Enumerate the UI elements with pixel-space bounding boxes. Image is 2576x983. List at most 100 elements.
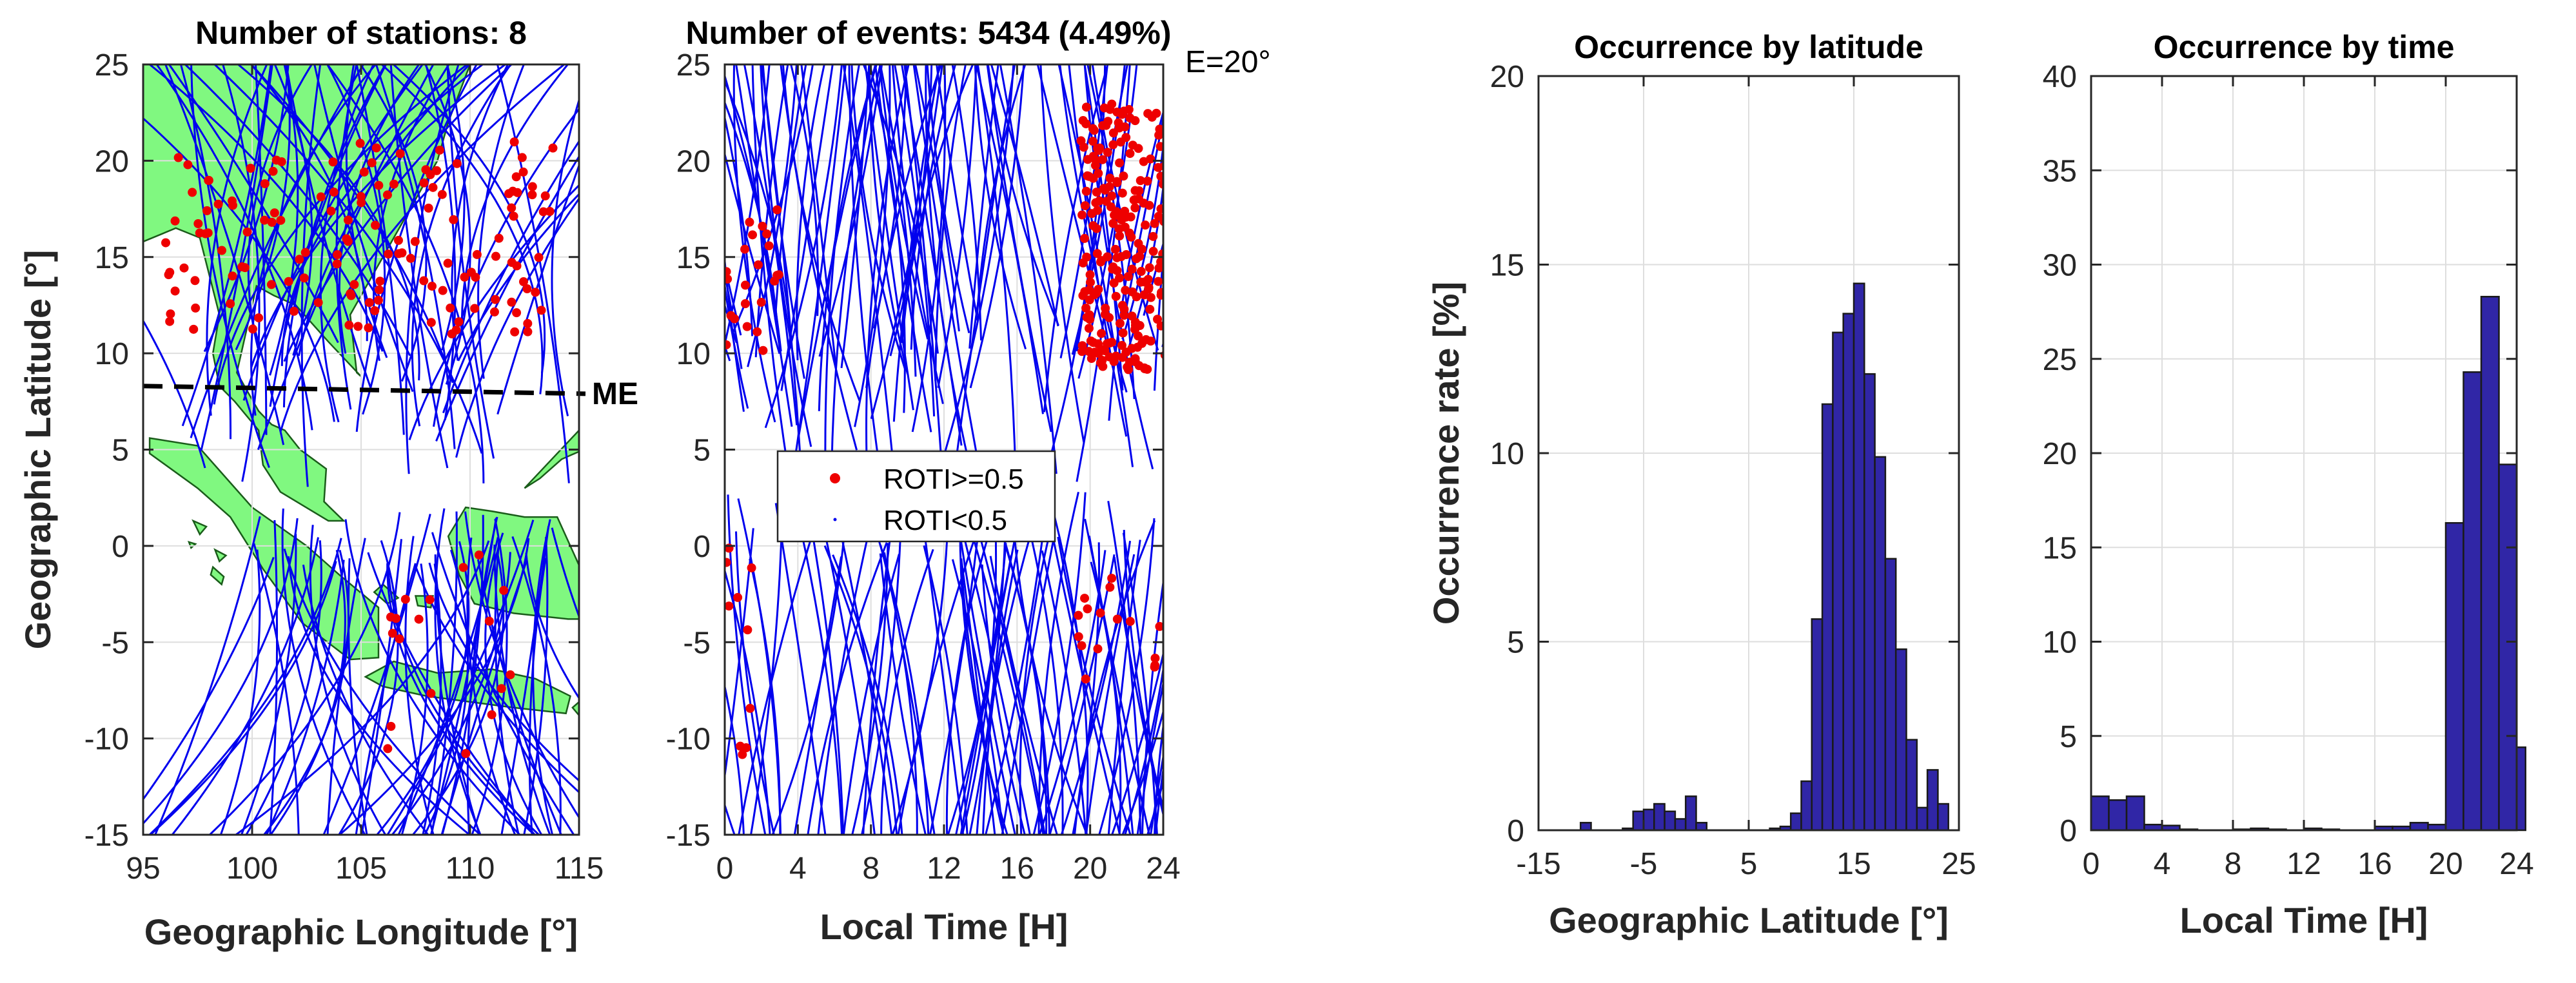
roti-event <box>170 216 180 226</box>
satellite-track <box>1113 556 1163 819</box>
satellite-track <box>1048 554 1116 835</box>
roti-event <box>1107 574 1117 583</box>
satellite-track <box>269 64 299 376</box>
roti-event <box>756 297 766 307</box>
satellite-track <box>326 538 366 835</box>
roti-event <box>371 220 380 230</box>
satellite-track <box>951 64 982 341</box>
roti-event <box>1083 155 1092 164</box>
histogram-bar <box>1821 403 1834 832</box>
roti-event <box>1117 110 1127 119</box>
roti-event <box>395 149 405 159</box>
roti-event <box>1112 178 1122 188</box>
roti-event <box>1081 186 1091 196</box>
roti-event <box>509 211 518 221</box>
satellite-track <box>823 545 898 835</box>
roti-event <box>446 303 455 313</box>
roti-event <box>1088 137 1098 146</box>
satellite-track <box>282 64 387 407</box>
x-tick-label: 12 <box>927 852 961 886</box>
roti-event <box>1079 142 1088 152</box>
roti-event <box>494 233 504 243</box>
roti-event <box>1117 209 1127 219</box>
roti-event <box>426 318 436 327</box>
satellite-track <box>337 540 399 835</box>
roti-event <box>165 316 175 326</box>
satellite-track <box>1098 518 1155 835</box>
y-tick-label: 25 <box>676 48 711 83</box>
y-tick-label: -15 <box>84 819 129 853</box>
roti-event <box>1108 262 1118 272</box>
roti-event <box>1118 328 1128 338</box>
satellite-track <box>269 520 278 835</box>
satellite-track <box>457 192 579 362</box>
satellite-track <box>1036 64 1114 369</box>
roti-event <box>227 196 237 206</box>
roti-event <box>1117 188 1127 198</box>
roti-event <box>190 276 200 286</box>
satellite-track <box>1031 540 1064 835</box>
roti-event <box>393 235 403 245</box>
satellite-track <box>493 544 551 835</box>
roti-event <box>1130 195 1139 204</box>
roti-event <box>517 153 527 162</box>
satellite-track <box>953 64 1016 475</box>
roti-event <box>1084 324 1094 333</box>
satellite-track <box>397 537 499 835</box>
roti-event <box>1119 171 1128 181</box>
legend: ROTI>=0.5 ROTI<0.5 <box>776 450 1056 543</box>
satellite-track <box>477 559 562 835</box>
roti-event <box>1152 108 1161 118</box>
time-title: Number of events: 5434 (4.49%) <box>685 15 1171 51</box>
roti-event <box>373 295 383 305</box>
roti-event <box>443 258 453 268</box>
satellite-track <box>959 514 1008 835</box>
roti-event <box>1098 362 1108 371</box>
satellite-track <box>982 549 1019 835</box>
satellite-track <box>428 562 579 782</box>
satellite-track <box>954 500 1016 835</box>
roti-event <box>284 277 293 286</box>
y-tick-label: 35 <box>2043 154 2077 188</box>
roti-event <box>1125 228 1134 238</box>
roti-event <box>491 251 500 261</box>
x-tick-label: 25 <box>1942 847 1976 881</box>
roti-event <box>527 182 537 191</box>
satellite-track <box>771 522 847 835</box>
satellite-track <box>968 64 999 349</box>
roti-event <box>1086 354 1096 364</box>
y-axis-label: Occurrence rate [%] <box>1426 282 1466 625</box>
roti-event <box>266 280 276 289</box>
roti-event <box>1090 161 1100 170</box>
satellite-track <box>860 507 903 835</box>
satellite-track <box>670 55 716 331</box>
satellite-track <box>854 64 891 427</box>
satellite-track <box>999 527 1050 835</box>
y-tick-label: 10 <box>2043 626 2077 660</box>
roti-event <box>1088 221 1098 231</box>
satellite-track <box>743 64 798 425</box>
histogram-bar <box>1894 648 1907 832</box>
roti-event <box>1096 608 1105 618</box>
roti-event <box>489 307 499 316</box>
satellite-track <box>987 64 1059 326</box>
satellite-track <box>250 64 377 416</box>
roti-event <box>507 297 516 307</box>
satellite-track <box>164 64 285 445</box>
roti-event <box>758 346 768 355</box>
roti-event <box>1120 122 1130 131</box>
roti-event <box>1092 188 1101 197</box>
roti-event <box>1136 176 1145 186</box>
y-tick-label: 20 <box>95 144 129 179</box>
roti-event <box>752 327 762 336</box>
x-axis-label: Local Time [H] <box>820 906 1068 947</box>
roti-event <box>367 158 377 168</box>
satellite-track <box>1083 64 1154 470</box>
satellite-track <box>865 64 910 456</box>
roti-event <box>1134 238 1143 248</box>
satellite-track <box>832 554 903 835</box>
y-tick-label: 20 <box>676 144 711 179</box>
satellite-track <box>727 494 767 835</box>
roti-event <box>1081 102 1091 112</box>
roti-event <box>1074 610 1083 620</box>
